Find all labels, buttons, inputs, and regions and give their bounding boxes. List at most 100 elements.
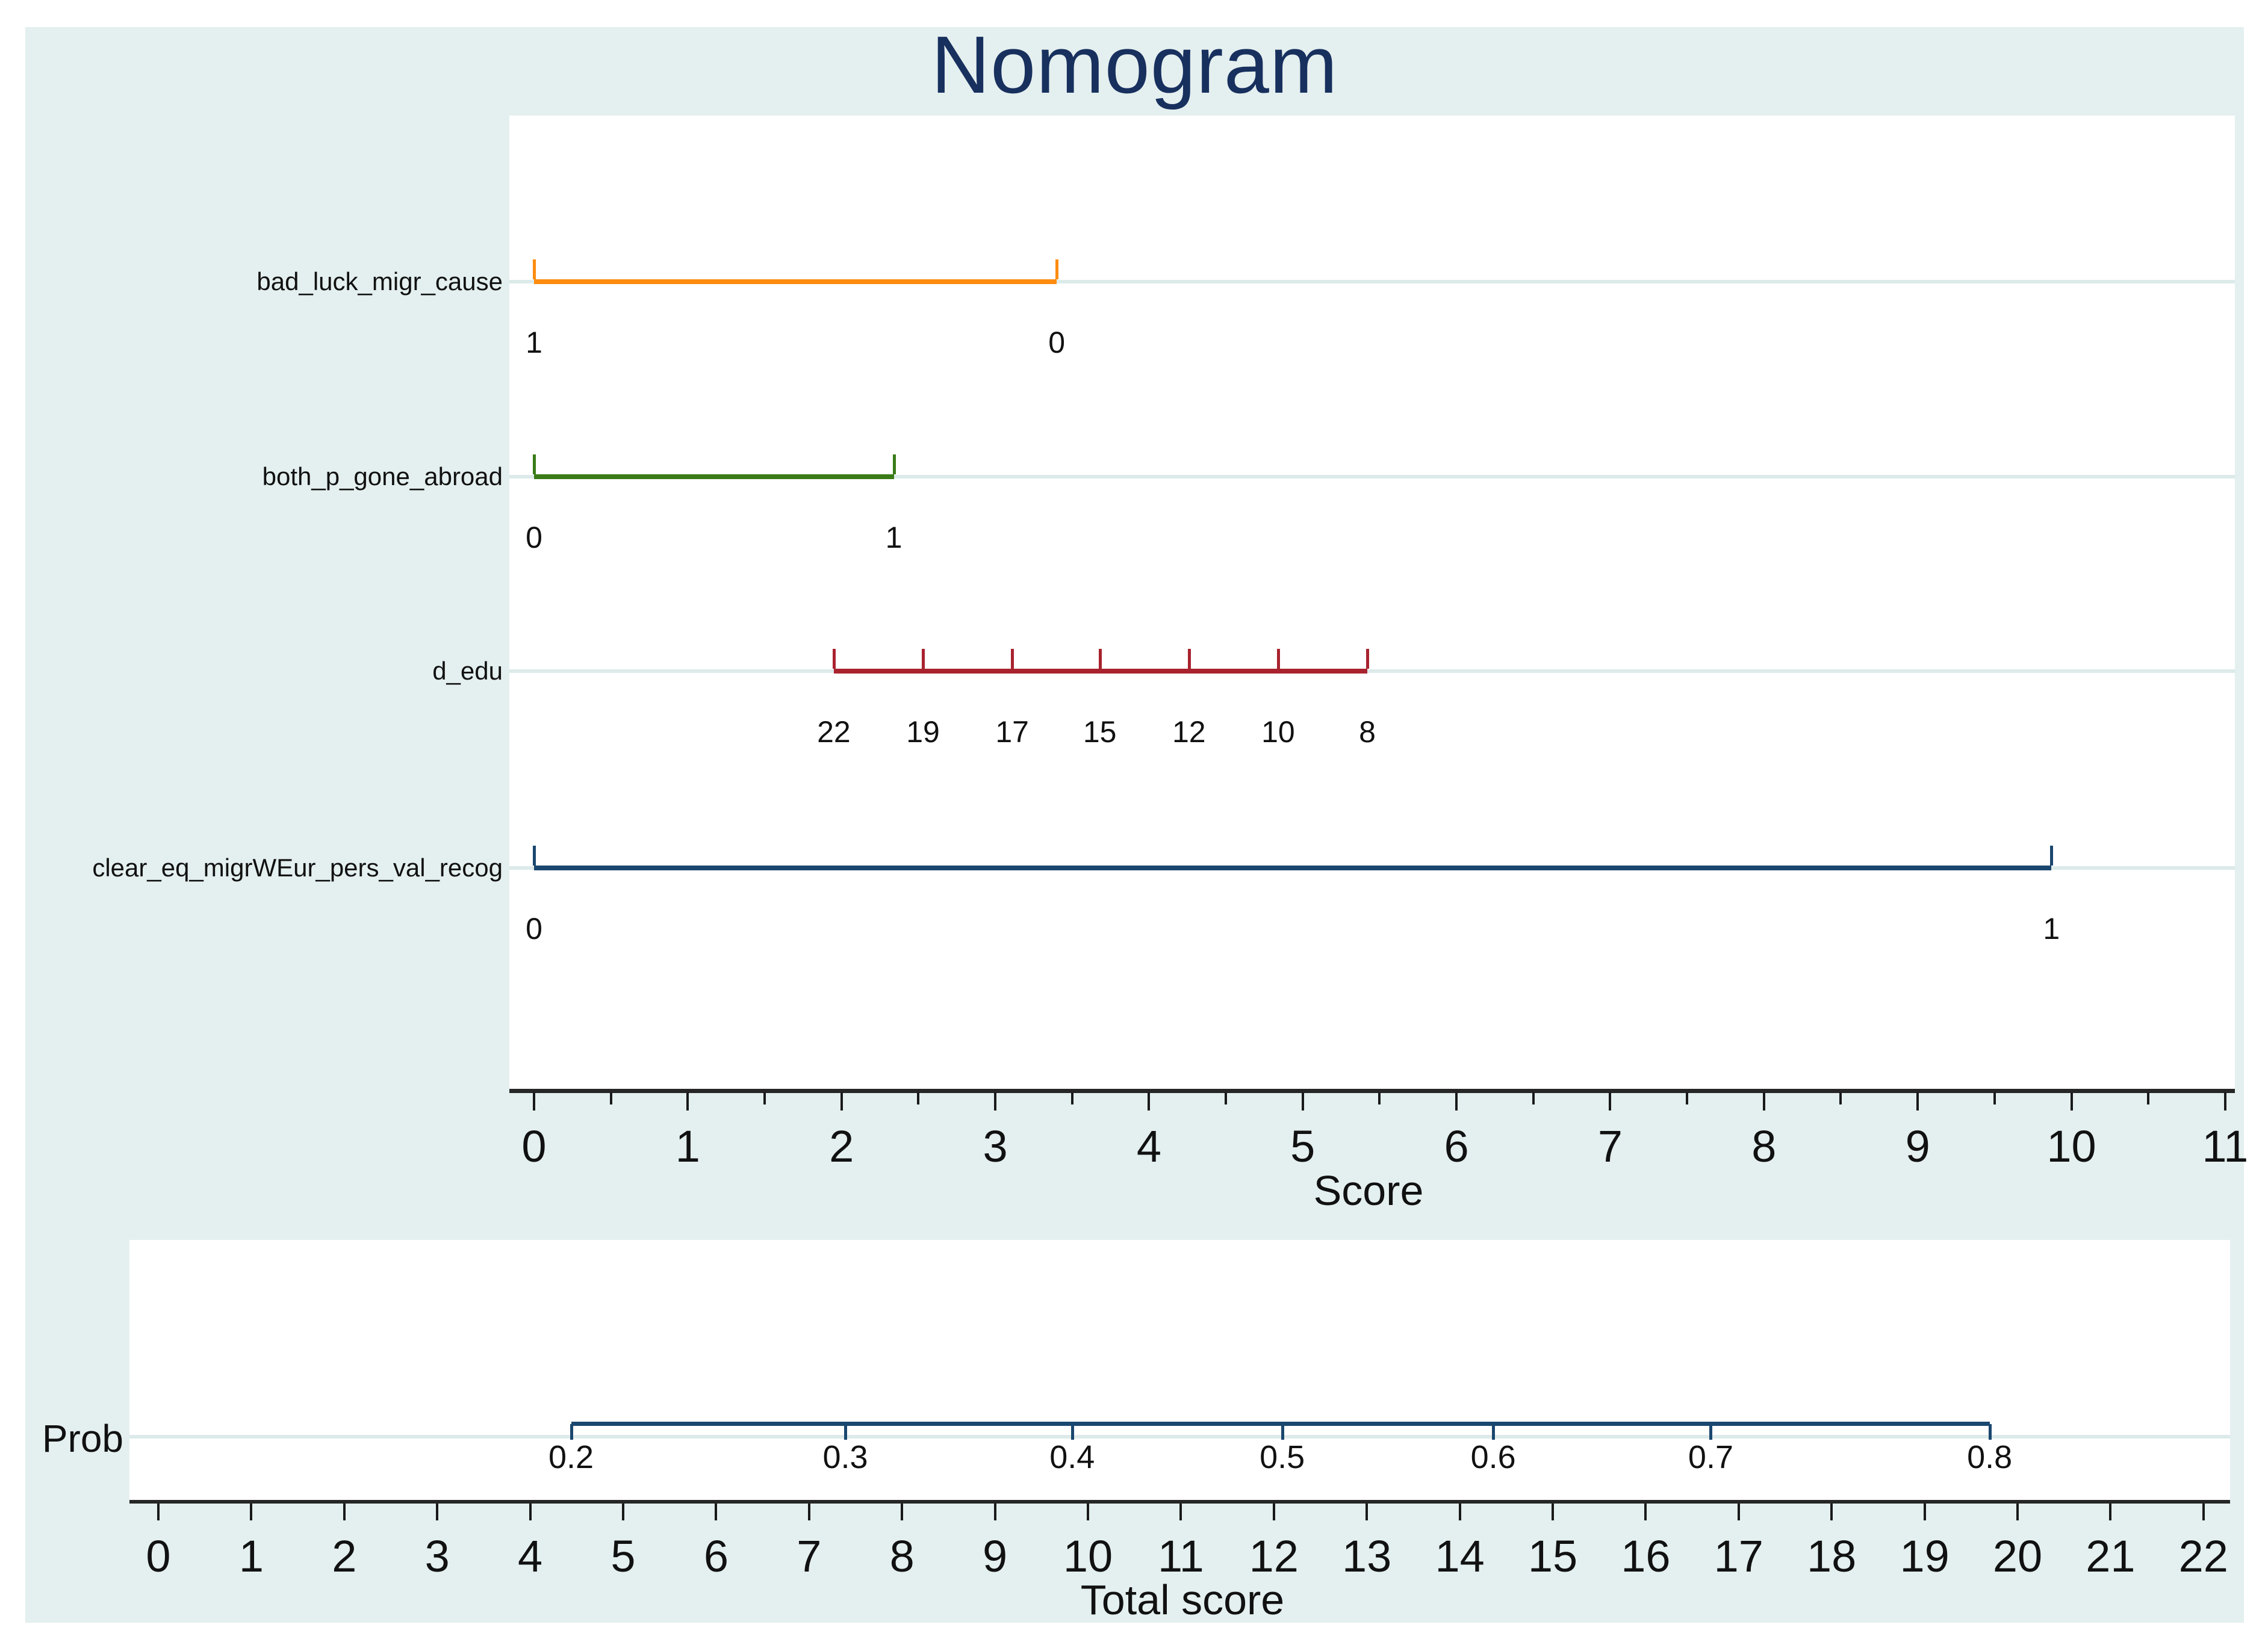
total-score-axis-tick-label: 11 (1157, 1531, 1204, 1581)
variable-point-label: 22 (817, 715, 851, 749)
total-score-axis-tick (1272, 1504, 1275, 1520)
prob-tick-label: 0.8 (1967, 1439, 2013, 1475)
total-score-axis-tick (901, 1504, 904, 1520)
variable-scale-tick (832, 649, 836, 669)
total-score-axis-tick-label: 18 (1807, 1531, 1857, 1581)
prob-scale-tick (1070, 1424, 1074, 1440)
variable-point-label: 8 (1359, 715, 1376, 749)
total-score-axis-tick (807, 1504, 810, 1520)
prob-scale-tick (1988, 1424, 1992, 1440)
score-axis-minor-tick (1686, 1092, 1689, 1104)
total-score-axis-tick (343, 1504, 346, 1520)
score-axis-major-tick (1301, 1092, 1304, 1111)
prob-tick-label: 0.3 (822, 1439, 868, 1475)
prob-scale-tick (1281, 1424, 1284, 1440)
prob-scale-tick (1709, 1424, 1713, 1440)
total-score-axis-tick (2109, 1504, 2112, 1520)
score-axis-major-tick (2223, 1092, 2226, 1111)
total-score-axis-tick (529, 1504, 532, 1520)
variable-point-label: 0 (526, 912, 542, 946)
score-axis-minor-tick (763, 1092, 766, 1104)
total-score-axis-tick-label: 3 (424, 1531, 450, 1581)
probability-plot-panel (129, 1240, 2230, 1502)
score-axis-tick-label: 5 (1290, 1121, 1316, 1171)
variable-point-label: 0 (526, 521, 542, 554)
variable-scale-tick (2050, 846, 2054, 866)
total-score-axis-tick-label: 4 (518, 1531, 543, 1581)
prob-tick-label: 0.5 (1260, 1439, 1305, 1475)
score-axis-tick-label: 9 (1905, 1121, 1930, 1171)
row-guide-line (509, 475, 2235, 479)
total-score-axis-tick-label: 15 (1527, 1531, 1578, 1581)
variable-scale-tick (533, 259, 536, 279)
variable-point-label: 19 (906, 715, 940, 749)
score-axis-tick-label: 4 (1136, 1121, 1161, 1171)
prob-tick-label: 0.6 (1470, 1439, 1516, 1475)
score-axis-tick-label: 7 (1597, 1121, 1623, 1171)
score-plot-panel (509, 116, 2235, 1091)
total-score-axis-tick-label: 5 (610, 1531, 636, 1581)
prob-scale-tick (570, 1424, 573, 1440)
score-axis-title: Score (1313, 1167, 1424, 1214)
prob-scale-title: Prob (42, 1417, 123, 1460)
score-axis-major-tick (686, 1092, 689, 1111)
score-axis-minor-tick (2147, 1092, 2150, 1104)
variable-point-label: 1 (526, 326, 542, 359)
variable-scale-tick (533, 846, 536, 866)
total-score-axis-tick-label: 0 (146, 1531, 171, 1581)
variable-name-label: bad_luck_migr_cause (256, 267, 503, 296)
total-score-axis-tick (2202, 1504, 2205, 1520)
total-score-axis-tick-label: 16 (1621, 1531, 1671, 1581)
variable-name-label: d_edu (432, 657, 503, 685)
total-score-axis-tick-label: 12 (1249, 1531, 1299, 1581)
total-score-axis-tick (1830, 1504, 1833, 1520)
score-axis-tick-label: 0 (521, 1121, 547, 1171)
variable-scale-tick (1055, 259, 1059, 279)
variable-scale-tick (1365, 649, 1369, 669)
variable-scale-tick (1098, 649, 1102, 669)
score-axis-tick-label: 10 (2046, 1121, 2096, 1171)
score-axis-major-tick (1455, 1092, 1458, 1111)
prob-guide-line (129, 1435, 2230, 1439)
total-score-axis-tick-label: 17 (1713, 1531, 1763, 1581)
total-score-axis-tick (1644, 1504, 1647, 1520)
variable-point-label: 1 (885, 521, 903, 554)
total-score-axis-tick-label: 10 (1063, 1531, 1113, 1581)
prob-scale-tick (844, 1424, 848, 1440)
total-score-axis-tick-label: 20 (1992, 1531, 2043, 1581)
total-score-axis-tick (622, 1504, 624, 1520)
total-score-axis-tick-label: 22 (2178, 1531, 2228, 1581)
score-axis-minor-tick (1993, 1092, 1996, 1104)
prob-scale-line (571, 1422, 1990, 1426)
total-score-axis-tick (1458, 1504, 1461, 1520)
score-axis-major-tick (1609, 1092, 1612, 1111)
total-score-axis-tick (1365, 1504, 1369, 1520)
chart-title: Nomogram (931, 19, 1338, 110)
score-axis-tick-label: 11 (2202, 1121, 2249, 1171)
variable-point-label: 17 (995, 715, 1029, 749)
total-score-axis-tick (436, 1504, 439, 1520)
total-score-axis-tick (1087, 1504, 1089, 1520)
total-score-axis-tick-label: 2 (332, 1531, 357, 1581)
score-axis-major-tick (1916, 1092, 1919, 1111)
variable-scale-tick (1187, 649, 1191, 669)
row-guide-line (509, 280, 2235, 283)
score-axis-tick-label: 3 (983, 1121, 1008, 1171)
total-score-axis-tick (1923, 1504, 1926, 1520)
score-axis-tick-label: 6 (1444, 1121, 1469, 1171)
variable-scale-tick (922, 649, 925, 669)
score-axis-minor-tick (1378, 1092, 1381, 1104)
score-axis-line (509, 1089, 2235, 1093)
total-score-axis-tick (1552, 1504, 1554, 1520)
total-score-axis-tick-label: 6 (703, 1531, 729, 1581)
total-score-axis-line (129, 1500, 2230, 1504)
score-axis-major-tick (533, 1092, 535, 1111)
variable-point-label: 10 (1261, 715, 1295, 749)
variable-scale-tick (892, 454, 896, 474)
score-axis-major-tick (994, 1092, 997, 1111)
prob-tick-label: 0.7 (1688, 1439, 1734, 1475)
total-score-axis-tick (2016, 1504, 2019, 1520)
score-axis-tick-label: 2 (829, 1121, 854, 1171)
total-score-axis-tick-label: 21 (2086, 1531, 2136, 1581)
